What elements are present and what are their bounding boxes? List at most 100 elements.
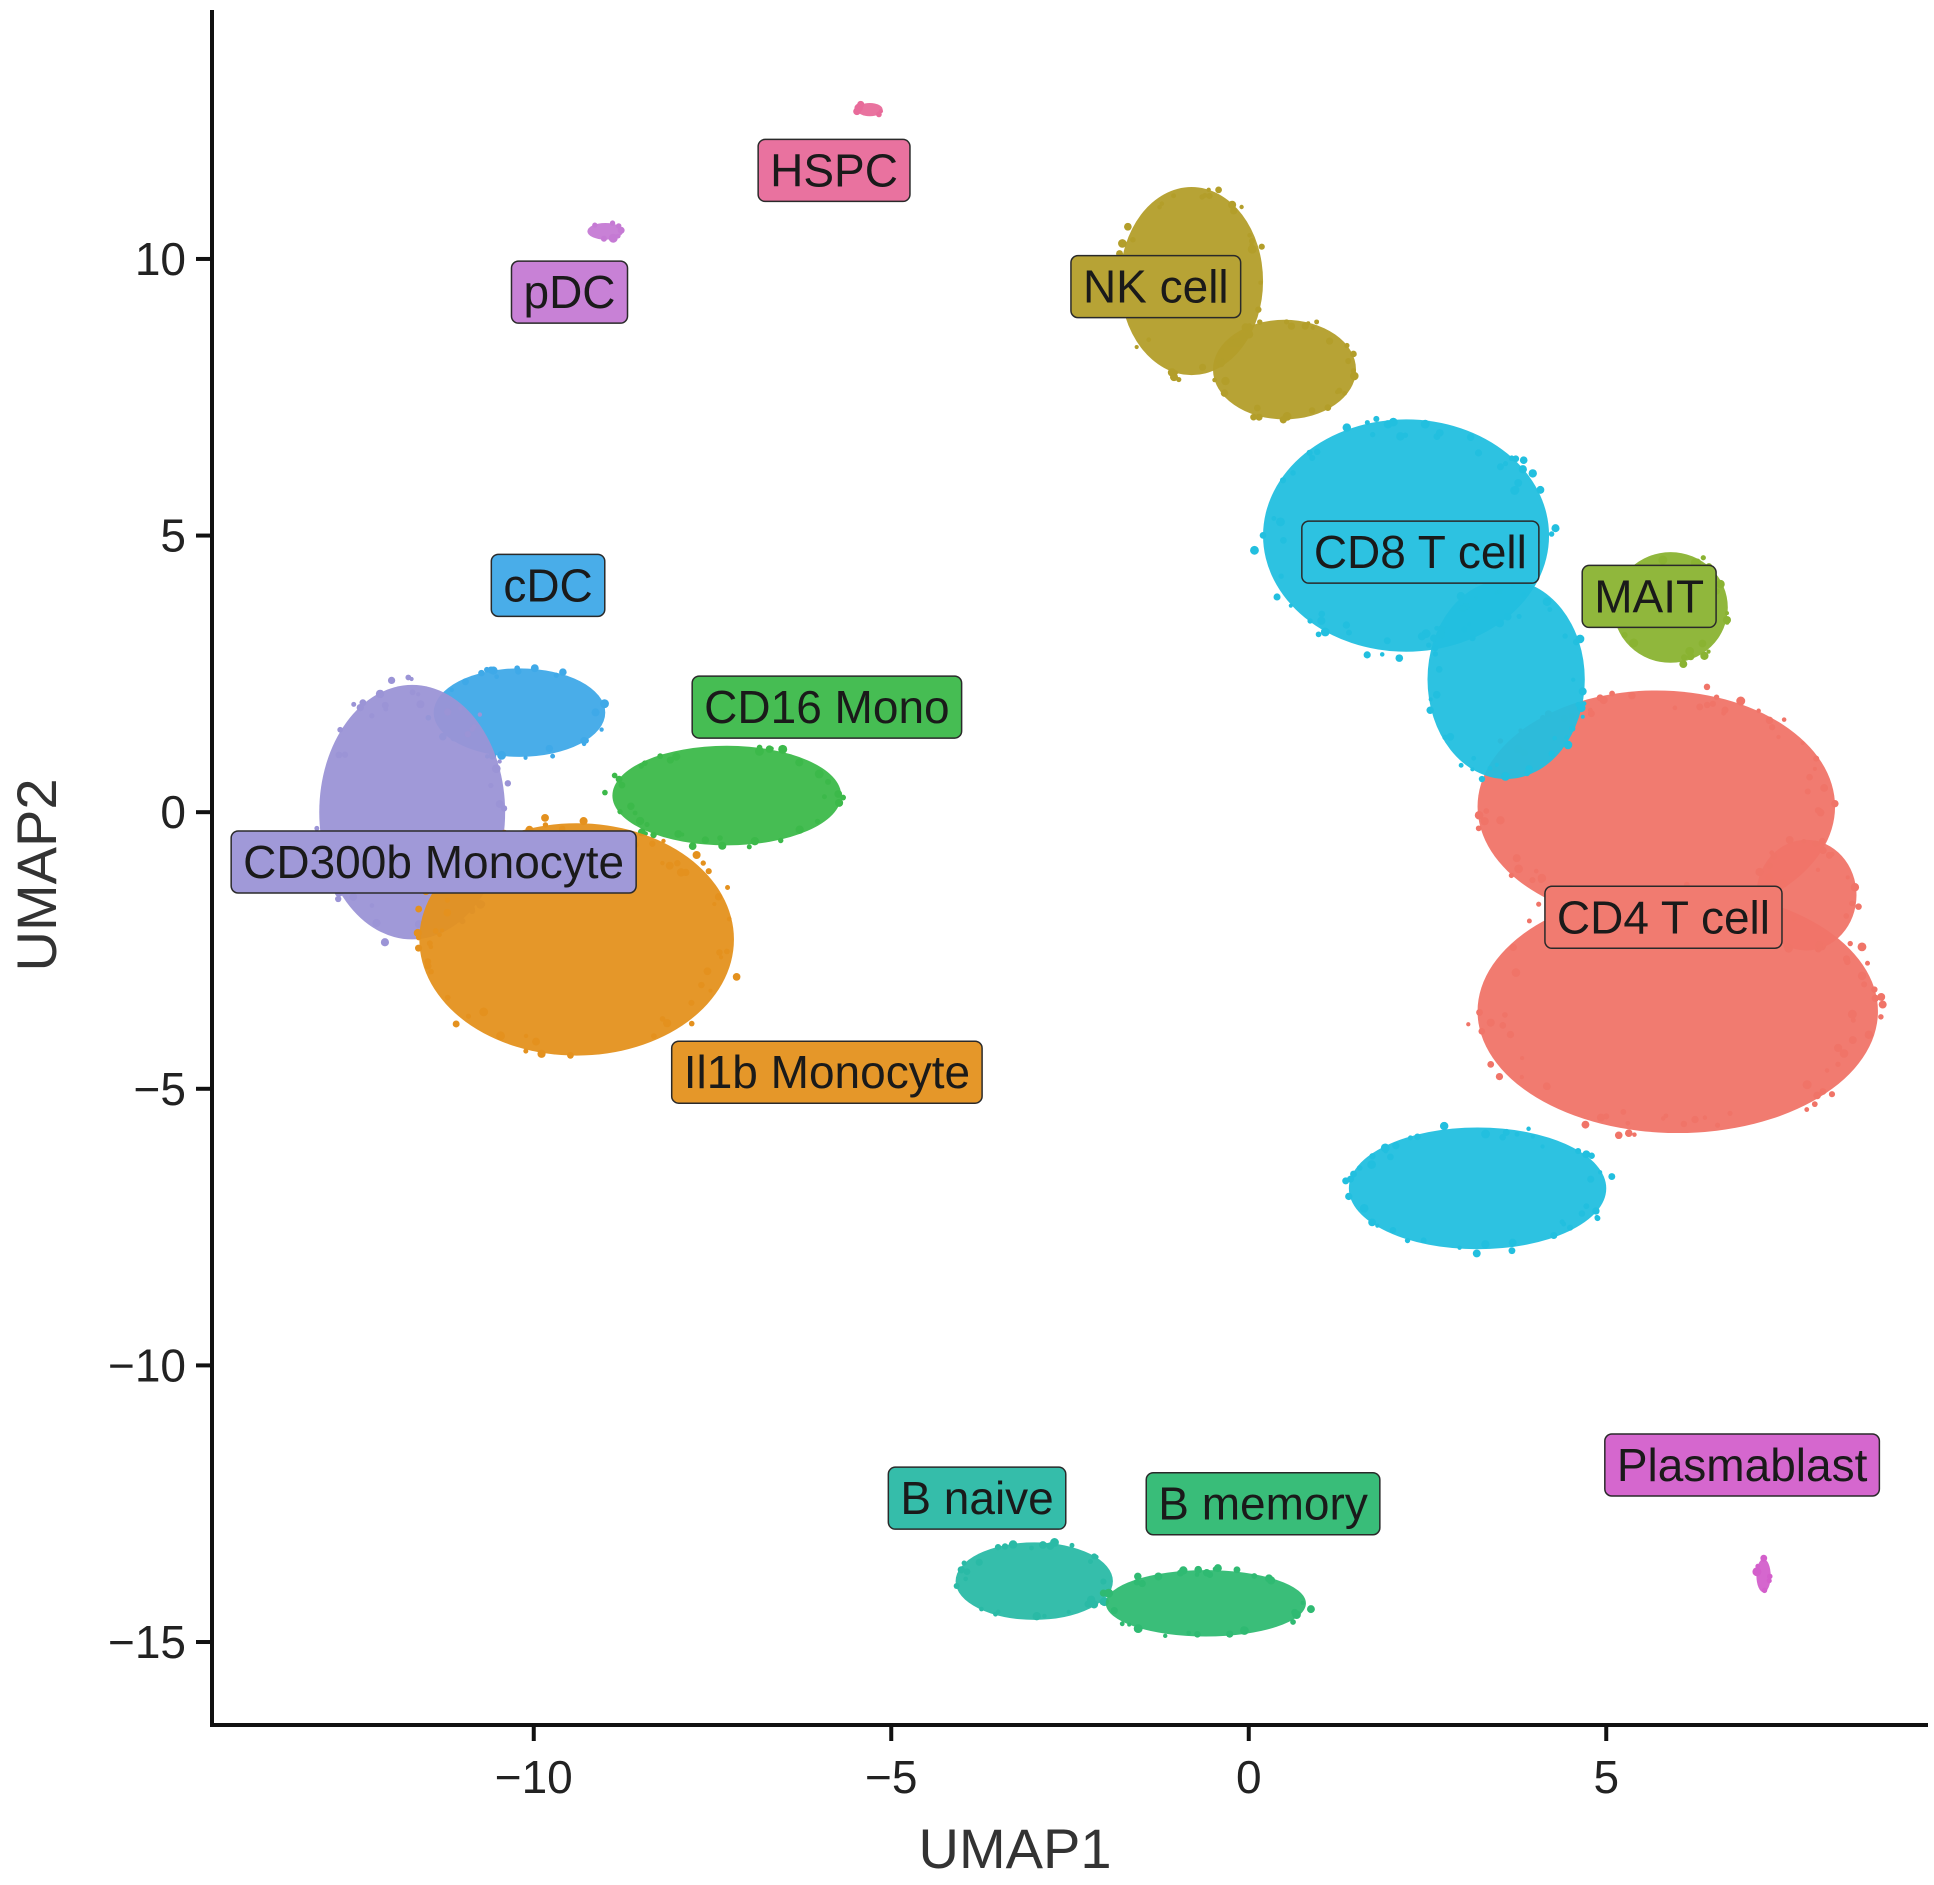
data-point: [1474, 449, 1483, 457]
data-point: [732, 973, 741, 981]
data-point: [957, 1566, 965, 1574]
data-point: [1497, 588, 1503, 595]
data-point: [1526, 918, 1532, 924]
data-point: [724, 948, 730, 955]
label-box: [691, 675, 963, 739]
data-point: [1369, 1153, 1376, 1160]
data-point: [754, 746, 764, 756]
data-point: [674, 860, 681, 867]
data-point: [1542, 597, 1552, 606]
data-point: [1213, 1564, 1222, 1573]
data-point: [335, 751, 343, 759]
data-point: [1368, 1218, 1376, 1227]
cluster-b-naive: [953, 1538, 1113, 1621]
data-point: [1698, 639, 1707, 648]
y-axis-title: UMAP2: [5, 779, 68, 972]
data-point: [876, 111, 882, 118]
data-point: [1625, 1120, 1631, 1126]
data-point: [1518, 465, 1527, 474]
label-box: [230, 830, 637, 894]
data-point: [705, 868, 712, 875]
data-point: [1042, 1613, 1047, 1619]
data-point: [1342, 423, 1352, 432]
data-point: [1540, 1144, 1545, 1149]
data-point: [692, 850, 701, 860]
data-point: [963, 1576, 968, 1582]
data-point: [1624, 1129, 1633, 1138]
data-point: [1850, 883, 1860, 892]
data-point: [1392, 1142, 1400, 1150]
data-point: [1039, 1541, 1047, 1549]
data-point: [1345, 1192, 1353, 1201]
data-point: [1831, 799, 1839, 808]
y-tick-label: −5: [134, 1063, 186, 1115]
data-point: [1247, 244, 1257, 254]
data-point: [488, 782, 494, 789]
data-point: [1588, 1152, 1595, 1159]
data-point: [1871, 986, 1878, 993]
data-point: [1575, 1148, 1582, 1155]
data-point: [1528, 469, 1537, 478]
data-point: [994, 1543, 1002, 1551]
data-point: [1032, 1612, 1041, 1621]
cluster-region: [1427, 579, 1585, 779]
data-point: [1857, 942, 1867, 952]
y-tick-label: 5: [160, 510, 186, 562]
data-point: [615, 223, 622, 229]
data-point: [1206, 187, 1211, 192]
data-point: [496, 1031, 505, 1041]
data-point: [1133, 1579, 1140, 1586]
label-text: cDC: [503, 559, 592, 611]
data-point: [1255, 413, 1263, 421]
data-point: [1855, 903, 1862, 910]
data-point: [1691, 1115, 1699, 1124]
data-point: [1582, 1150, 1591, 1159]
data-point: [1681, 654, 1688, 661]
data-point: [1709, 700, 1716, 707]
data-point: [1571, 677, 1576, 682]
data-point: [688, 999, 695, 1006]
data-point: [663, 1019, 672, 1028]
data-point: [979, 1606, 984, 1612]
label-text: pDC: [523, 266, 615, 318]
data-point: [1459, 605, 1467, 613]
data-point: [1001, 1543, 1009, 1550]
data-point: [1520, 1055, 1525, 1061]
data-point: [1857, 971, 1867, 981]
data-point: [825, 778, 832, 785]
data-point: [440, 928, 445, 933]
cluster-region: [612, 745, 842, 846]
data-point: [1232, 338, 1241, 347]
data-point: [409, 689, 416, 696]
data-point: [369, 903, 375, 908]
data-point: [1495, 1072, 1504, 1081]
data-point: [1478, 1027, 1486, 1035]
data-point: [1258, 280, 1263, 285]
cluster-region: [1477, 889, 1878, 1134]
data-point: [537, 1049, 546, 1058]
data-point: [835, 798, 844, 807]
data-point: [341, 751, 349, 758]
data-point: [1587, 1175, 1595, 1183]
cluster-region: [955, 1542, 1113, 1620]
y-tick-label: −10: [108, 1339, 186, 1391]
cluster-labels: CD4 T cell CD8 T cell NK cell MAIT cDC CD16 M…: [230, 138, 1881, 1536]
cluster-label-cd4-t-cell: CD4 T cell: [1544, 885, 1783, 950]
cluster-label-plasmablast: Plasmablast: [1604, 1433, 1881, 1497]
data-point: [1834, 1043, 1843, 1053]
y-tick-label: 10: [135, 233, 186, 285]
data-point: [1687, 653, 1695, 661]
data-point: [1176, 1569, 1184, 1577]
data-point: [1512, 486, 1520, 494]
data-point: [1752, 1567, 1762, 1577]
data-point: [1457, 1245, 1462, 1250]
data-point: [1292, 1610, 1301, 1620]
data-point: [716, 949, 723, 956]
data-point: [1344, 342, 1350, 349]
y-tick-label: 0: [160, 786, 186, 838]
data-point: [1432, 690, 1441, 699]
data-point: [1091, 1553, 1098, 1560]
data-point: [1756, 708, 1761, 714]
data-point: [1306, 1605, 1315, 1614]
data-point: [494, 674, 499, 680]
